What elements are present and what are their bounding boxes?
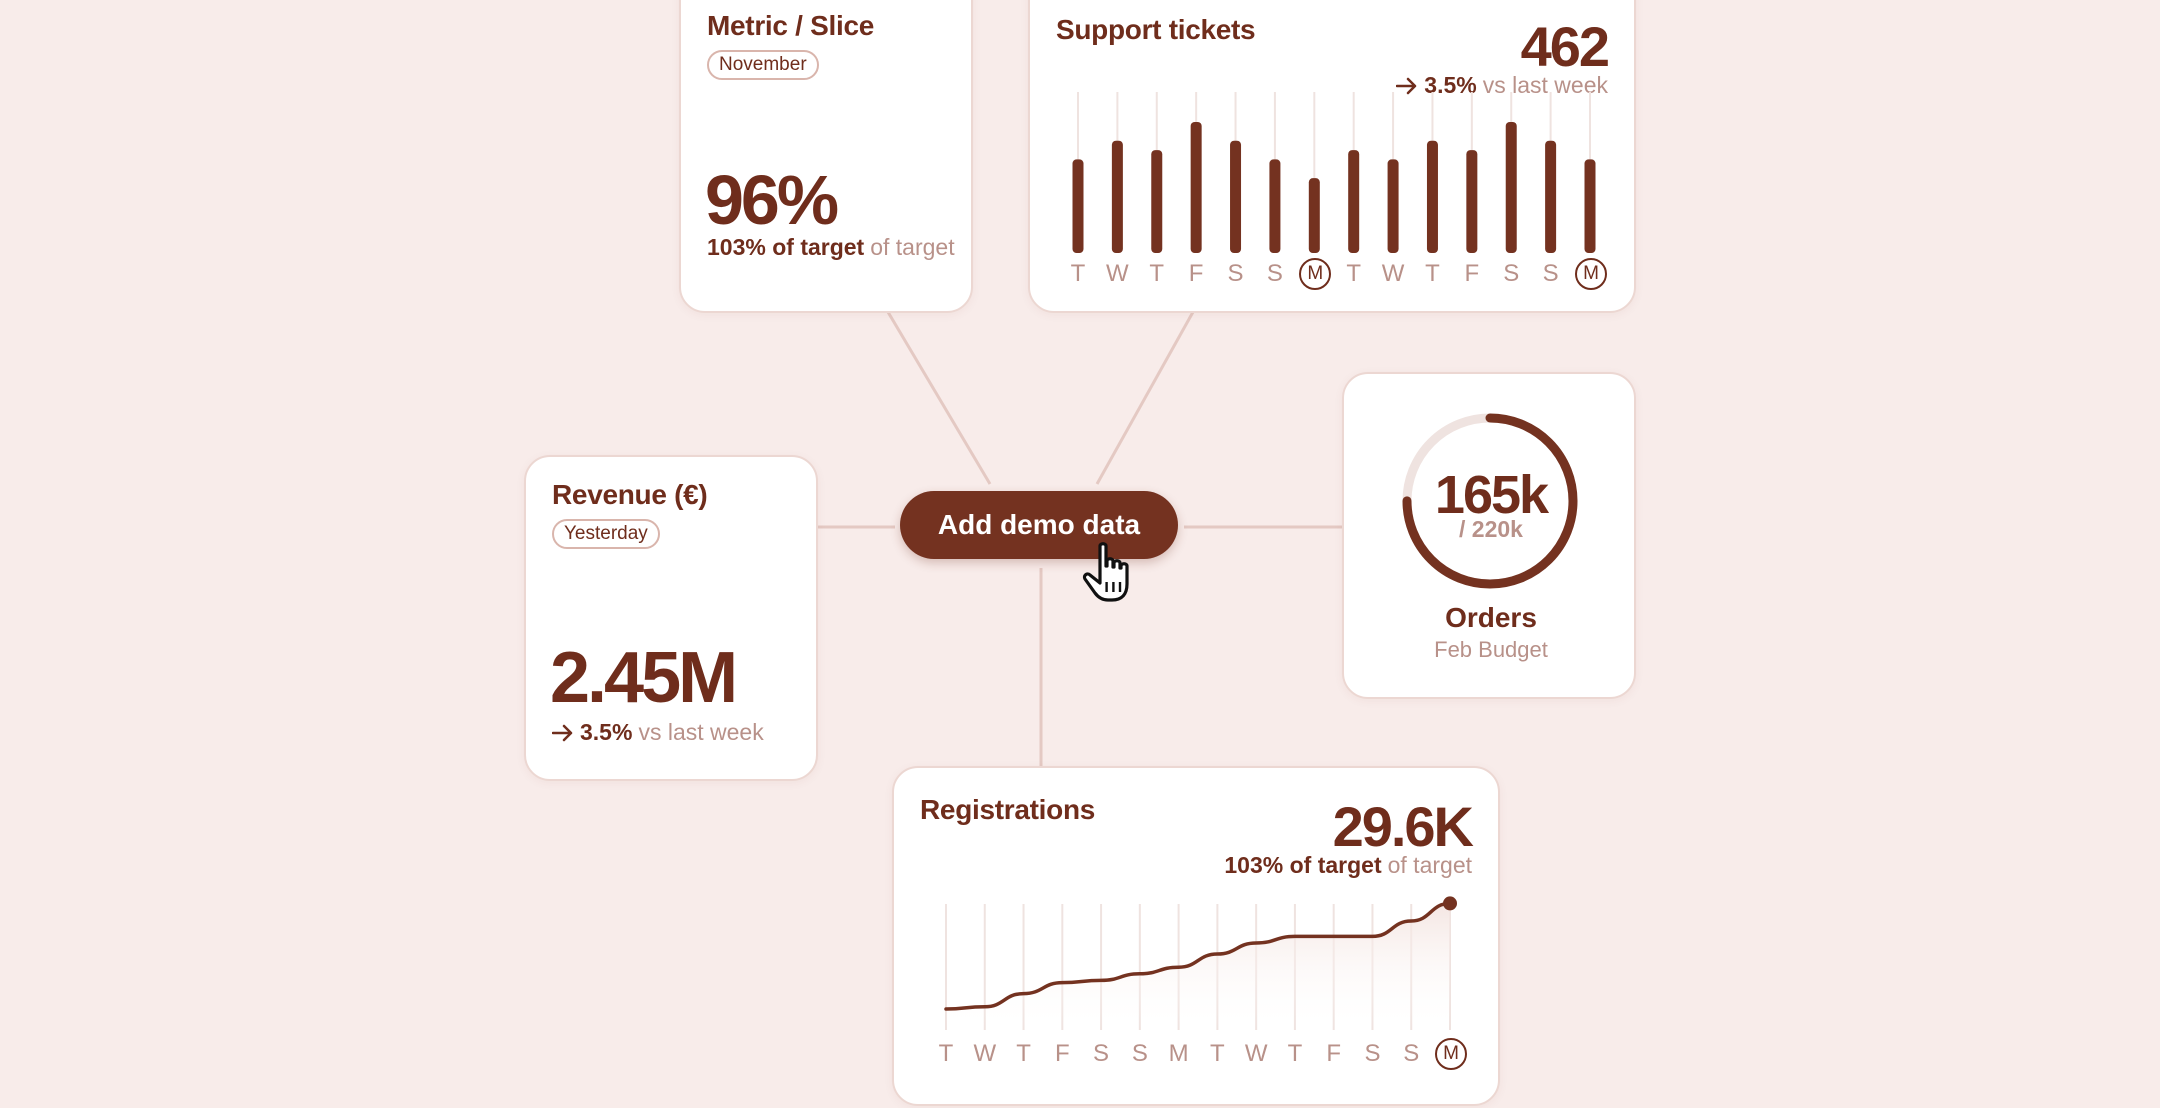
target-text: 103% of target of target [1224, 852, 1472, 879]
add-demo-data-button[interactable]: Add demo data [900, 491, 1178, 559]
day-label: T [1016, 1040, 1031, 1067]
period-badge: Yesterday [552, 519, 660, 549]
day-label: M [1299, 258, 1332, 290]
target-muted: of target [870, 234, 955, 260]
orders-title: Orders [1445, 602, 1537, 633]
metric-slice-card[interactable]: Metric / Slice November 96% 103% of targ… [679, 0, 973, 313]
bar [1466, 150, 1478, 253]
hand-pointer-icon [1082, 542, 1129, 602]
card-title: Registrations [920, 794, 1096, 825]
orders-card[interactable]: 165k / 220k Orders Feb Budget [1342, 372, 1636, 699]
revenue-card[interactable]: Revenue (€) Yesterday 2.45M 3.5% vs last … [524, 455, 818, 781]
tickets-value: 462 [1520, 15, 1610, 78]
end-point [1443, 896, 1457, 911]
day-label: M [1435, 1038, 1467, 1070]
bar [1151, 150, 1163, 253]
day-label: S [1542, 260, 1559, 287]
day-label: T [1149, 260, 1165, 287]
day-label: T [1210, 1040, 1225, 1067]
target-text: 103% of target of target [707, 234, 955, 261]
revenue-value: 2.45M [550, 638, 738, 718]
day-label: S [1403, 1040, 1420, 1067]
change-text: 3.5% vs last week [552, 719, 764, 746]
bar [1269, 159, 1281, 253]
bar [1387, 159, 1399, 253]
bar [1545, 140, 1557, 253]
target-muted: of target [1387, 852, 1472, 878]
bar [1190, 122, 1202, 253]
bar [1308, 178, 1320, 253]
bar [1505, 122, 1517, 253]
bar [1230, 140, 1242, 253]
day-label: M [1575, 258, 1607, 290]
day-label: F [1326, 1040, 1342, 1067]
orders-progress-ring [1402, 413, 1578, 589]
metric-value: 96% [705, 161, 839, 239]
registrations-line-chart [944, 896, 1457, 1030]
orders-budget: / 220k [1459, 516, 1523, 542]
day-label: F [1188, 260, 1204, 287]
change-label: vs last week [638, 719, 764, 745]
day-label: S [1227, 260, 1244, 287]
day-label: T [938, 1040, 954, 1067]
change-label: vs last week [1482, 72, 1608, 98]
support-tickets-bar-chart [1072, 92, 1596, 253]
bar [1072, 159, 1084, 253]
change-value: 3.5% [580, 719, 633, 745]
day-label: W [1106, 260, 1129, 287]
orders-subtitle: Feb Budget [1434, 637, 1548, 662]
card-title: Support tickets [1056, 14, 1256, 45]
day-label: W [1244, 1040, 1268, 1067]
day-label: T [1070, 260, 1086, 287]
line-area [946, 903, 1450, 1030]
day-label: S [1131, 1040, 1148, 1067]
arrow-right-icon [552, 724, 573, 742]
day-label: W [1381, 260, 1405, 287]
day-label: T [1287, 1040, 1303, 1067]
arrow-right-icon [1396, 77, 1417, 95]
orders-value: 165k [1434, 465, 1549, 525]
day-label: M [1168, 1040, 1189, 1067]
ring-progress [1402, 413, 1578, 589]
bar [1348, 150, 1360, 253]
day-label: T [1425, 260, 1440, 287]
day-label: T [1346, 260, 1362, 287]
card-title: Revenue (€) [552, 479, 708, 510]
day-label: S [1364, 1040, 1381, 1067]
day-label: F [1054, 1040, 1070, 1067]
registrations-value: 29.6K [1332, 795, 1474, 858]
registrations-card[interactable]: Registrations 29.6K 103% of target of tar… [892, 766, 1500, 1106]
day-label: S [1266, 260, 1283, 287]
bar [1426, 140, 1438, 253]
day-label: F [1464, 260, 1480, 287]
day-label: S [1503, 260, 1520, 287]
bar [1111, 140, 1123, 253]
card-title: Metric / Slice [707, 10, 874, 41]
target-strong: 103% of target [1224, 852, 1382, 878]
bar [1584, 159, 1596, 253]
period-badge: November [707, 50, 819, 80]
day-label: W [973, 1040, 997, 1067]
target-strong: 103% of target [707, 234, 865, 260]
day-label: S [1093, 1040, 1110, 1067]
series-line [944, 901, 1452, 1011]
